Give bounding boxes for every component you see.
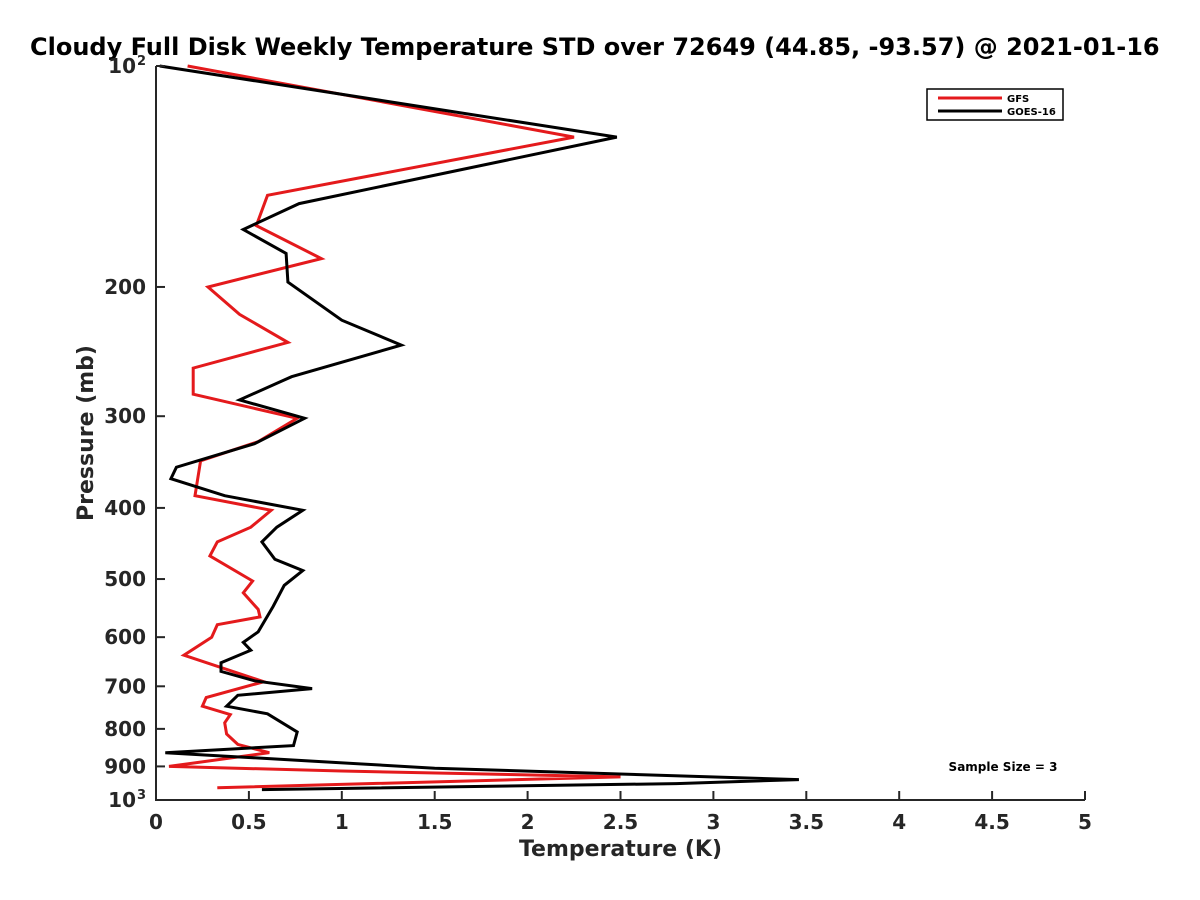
x-tick-label: 2 [521, 810, 535, 834]
x-tick-label: 4 [892, 810, 906, 834]
chart-title: Cloudy Full Disk Weekly Temperature STD … [30, 33, 1160, 61]
y-tick-label: 900 [104, 754, 146, 778]
plot-area [159, 64, 799, 792]
y-tick-label: 600 [104, 625, 146, 649]
x-axis-label: Temperature (K) [519, 837, 722, 862]
y-tick-label: 400 [104, 496, 146, 520]
y-tick-exponent: 3 [137, 788, 146, 803]
legend-box [926, 88, 1064, 121]
legend-label: GOES-16 [1007, 107, 1056, 118]
y-tick-label: 800 [104, 717, 146, 741]
x-tick-label: 4.5 [974, 810, 1009, 834]
y-tick-label: 10 [108, 54, 136, 78]
x-tick-label: 1.5 [417, 810, 452, 834]
y-tick-label: 10 [108, 788, 136, 812]
y-tick-label: 300 [104, 404, 146, 428]
x-tick-label: 3 [706, 810, 720, 834]
y-tick-label: 500 [104, 567, 146, 591]
sample-size-annotation: Sample Size = 3 [949, 760, 1058, 774]
x-tick-label: 1 [335, 810, 349, 834]
series-line-gfs [168, 64, 621, 790]
y-axis-label: Pressure (mb) [74, 345, 99, 521]
x-tick-label: 2.5 [603, 810, 638, 834]
y-tick-label: 700 [104, 674, 146, 698]
x-tick-label: 0.5 [231, 810, 266, 834]
y-tick-label: 200 [104, 275, 146, 299]
x-tick-label: 0 [149, 810, 163, 834]
series-layer [159, 64, 799, 792]
series-line-goes-16 [159, 64, 799, 792]
x-tick-label: 5 [1078, 810, 1092, 834]
x-tick-label: 3.5 [789, 810, 824, 834]
x-axis: 0 0.5 1 1.5 2 2.5 3 3.5 4 4.5 5 [149, 791, 1092, 834]
legend-label: GFS [1007, 94, 1029, 105]
legend: GFS GOES-16 [926, 88, 1064, 121]
y-tick-exponent: 2 [137, 54, 146, 69]
